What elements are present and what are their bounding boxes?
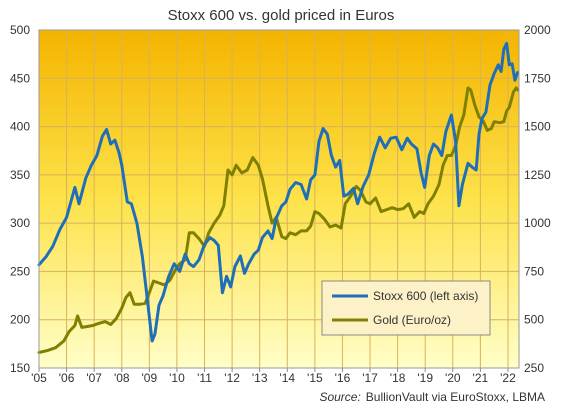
y-left-tick-label: 400	[10, 120, 30, 134]
x-tick-label: '08	[114, 371, 130, 385]
chart-title: Stoxx 600 vs. gold priced in Euros	[168, 7, 395, 24]
y-left-tick-label: 500	[10, 23, 30, 37]
x-tick-label: '11	[197, 371, 212, 385]
y-left-tick-label: 200	[10, 313, 30, 327]
x-tick-label: '13	[252, 371, 268, 385]
y-left-tick-label: 250	[10, 264, 30, 278]
x-tick-label: '09	[142, 371, 158, 385]
y-right-tick-label: 1750	[524, 71, 551, 85]
y-right-tick-label: 750	[524, 264, 544, 278]
x-tick-label: '17	[362, 371, 378, 385]
y-left-tick-label: 450	[10, 71, 30, 85]
x-tick-label: '19	[417, 371, 433, 385]
x-tick-label: '15	[307, 371, 323, 385]
x-tick-label: '14	[279, 371, 295, 385]
plot-frame	[38, 29, 520, 369]
y-right-tick-label: 500	[524, 313, 544, 327]
source-text: BullionVault via EuroStoxx, LBMA	[366, 390, 545, 404]
x-tick-label: '18	[390, 371, 406, 385]
series-lines	[37, 42, 520, 354]
x-tick-label: '20	[445, 371, 461, 385]
y-right-tick-label: 1250	[524, 168, 551, 182]
legend: Stoxx 600 (left axis) Gold (Euro/oz)	[321, 280, 491, 336]
legend-label-gold: Gold (Euro/oz)	[373, 313, 451, 327]
x-tick-label: '21	[473, 371, 489, 385]
y-left-tick-label: 300	[10, 216, 30, 230]
y-left-tick-label: 150	[10, 361, 30, 375]
series-line-stoxx600	[37, 42, 520, 343]
y-left-tick-label: 350	[10, 168, 30, 182]
source-note: Source: BullionVault via EuroStoxx, LBMA	[319, 390, 545, 404]
axes: 150 200 250 300 350 400 450 500 250 500 750 1000 125…	[10, 23, 551, 385]
x-tick-label: '05	[31, 371, 47, 385]
series-line-gold	[37, 86, 520, 354]
y-right-tick-label: 1500	[524, 120, 551, 134]
x-tick-label: '07	[86, 371, 102, 385]
source-label: Source:	[319, 390, 360, 404]
x-tick-label: '16	[335, 371, 351, 385]
x-tick-label: '06	[59, 371, 75, 385]
x-tick-label: '22	[500, 371, 516, 385]
y-right-tick-label: 1000	[524, 216, 551, 230]
y-right-tick-label: 2000	[524, 23, 551, 37]
legend-label-stoxx: Stoxx 600 (left axis)	[373, 289, 478, 303]
y-right-tick-label: 250	[524, 361, 544, 375]
legend-box	[321, 280, 491, 336]
x-tick-label: '10	[169, 371, 185, 385]
x-tick-label: '12	[224, 371, 240, 385]
